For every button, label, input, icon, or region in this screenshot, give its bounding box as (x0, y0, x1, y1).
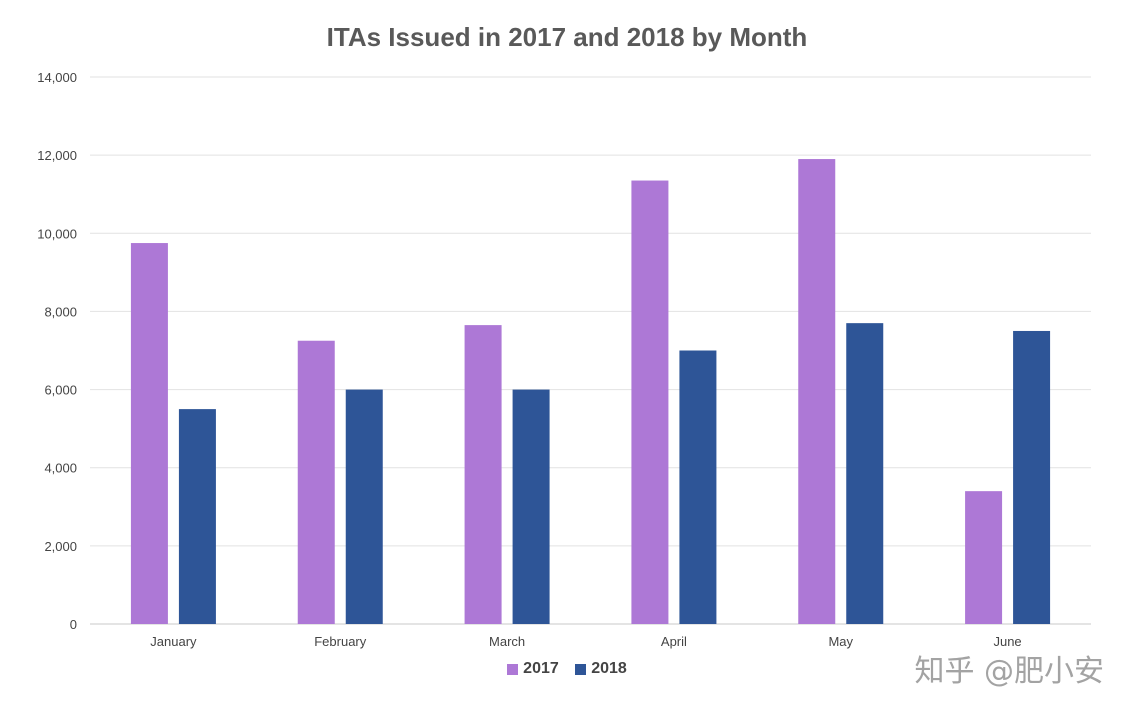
x-tick-label-february: February (314, 634, 367, 649)
bar-2017-june (965, 491, 1003, 624)
bar-2018-january (178, 409, 216, 624)
legend: 2017 2018 (0, 660, 1134, 680)
bar-2018-may (846, 323, 884, 624)
legend-label-2017: 2017 (523, 660, 559, 677)
bar-2018-april (679, 350, 717, 624)
bar-2018-february (345, 389, 383, 624)
legend-label-2018: 2018 (591, 660, 627, 677)
bar-2018-june (1013, 330, 1051, 624)
bar-2017-march (464, 325, 502, 624)
chart-title: ITAs Issued in 2017 and 2018 by Month (326, 22, 808, 52)
y-tick-label: 14,000 (37, 70, 77, 85)
legend-swatch-2017 (507, 663, 519, 675)
bars (130, 159, 1051, 625)
bar-2017-january (130, 243, 168, 624)
y-axis-tick-labels: 0 2,000 4,000 6,000 8,000 10,000 12,000 14,000 (37, 70, 77, 632)
x-tick-label-march: March (489, 634, 525, 649)
bar-2017-may (798, 159, 836, 625)
x-tick-label-june: June (993, 634, 1021, 649)
y-tick-label: 6,000 (44, 383, 77, 398)
y-tick-label: 12,000 (37, 148, 77, 163)
legend-item-2018: 2018 (575, 660, 627, 678)
watermark: 知乎 @肥小安 (914, 654, 1104, 689)
y-tick-label: 0 (70, 617, 77, 632)
y-tick-label: 10,000 (37, 226, 77, 241)
x-tick-label-april: April (661, 634, 687, 649)
legend-swatch-2018 (575, 663, 587, 675)
y-tick-label: 2,000 (44, 539, 77, 554)
y-tick-label: 8,000 (44, 304, 77, 319)
bar-2017-february (297, 340, 335, 624)
x-tick-label-may: May (828, 634, 853, 649)
bar-2017-april (631, 180, 669, 624)
y-tick-label: 4,000 (44, 461, 77, 476)
x-tick-label-january: January (150, 634, 197, 649)
bar-2018-march (512, 389, 550, 624)
x-axis-tick-labels: January February March April May June (150, 634, 1021, 649)
gridlines (90, 76, 1091, 625)
legend-item-2017: 2017 (507, 660, 559, 678)
